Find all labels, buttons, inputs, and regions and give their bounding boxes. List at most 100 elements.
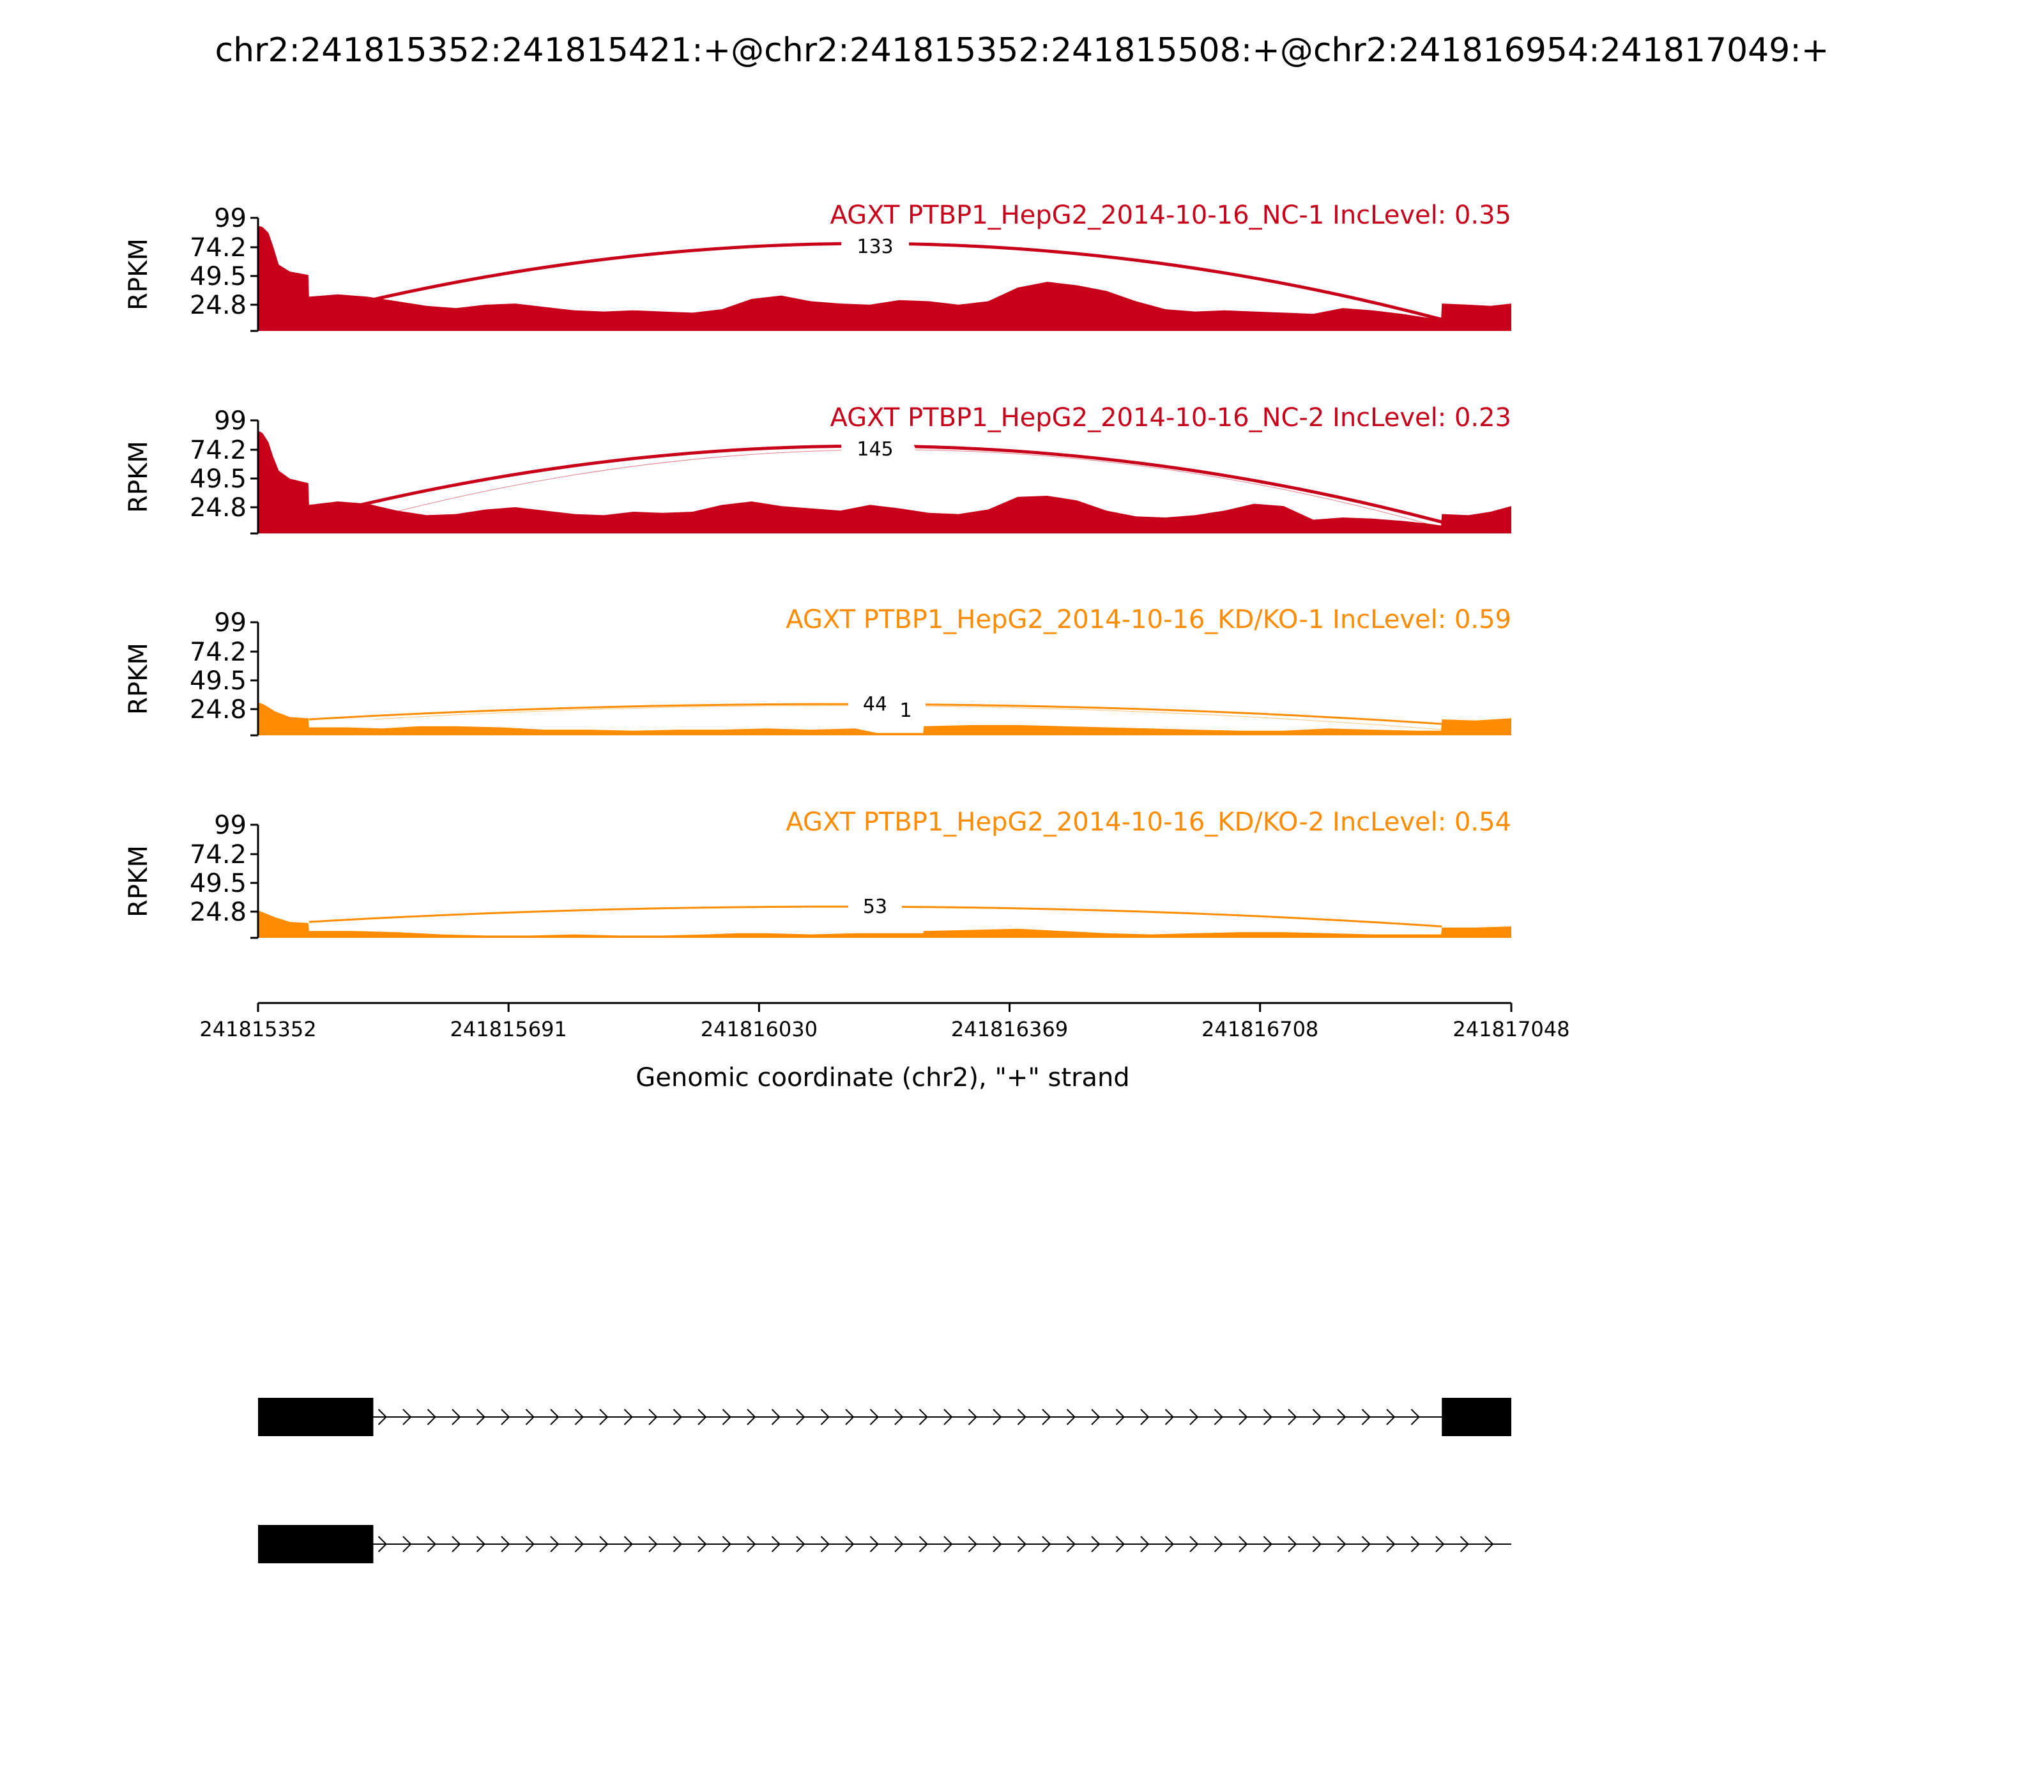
coverage-area (258, 431, 1511, 533)
track-title: AGXT PTBP1_HepG2_2014-10-16_KD/KO-1 IncL… (786, 605, 1511, 634)
strand-arrow (1140, 1536, 1150, 1552)
y-tick-label: 49.5 (190, 464, 247, 494)
strand-arrow (1312, 1409, 1322, 1425)
y-tick-label: 24.8 (190, 493, 247, 523)
strand-arrow (648, 1536, 658, 1552)
track-title: AGXT PTBP1_HepG2_2014-10-16_KD/KO-2 IncL… (786, 808, 1511, 837)
strand-arrow (623, 1409, 633, 1425)
strand-arrow (1115, 1536, 1125, 1552)
strand-arrow (1410, 1536, 1420, 1552)
x-tick-label: 241816369 (951, 1017, 1068, 1041)
strand-arrow (943, 1409, 953, 1425)
strand-arrow (574, 1536, 584, 1552)
strand-arrow (820, 1409, 830, 1425)
x-tick-label: 241815691 (450, 1017, 567, 1041)
junction-count-label: 44 (863, 693, 887, 716)
strand-arrow (869, 1409, 879, 1425)
junction-count-label: 133 (857, 236, 893, 258)
coverage-area (258, 910, 1511, 938)
y-tick-label: 24.8 (190, 291, 247, 320)
strand-arrow (427, 1409, 436, 1425)
coverage-area (258, 226, 1511, 331)
chart-title: chr2:241815352:241815421:+@chr2:24181535… (215, 31, 1829, 70)
strand-arrow (919, 1536, 928, 1552)
strand-arrow (452, 1536, 461, 1552)
x-tick-label: 241816030 (701, 1017, 818, 1041)
strand-arrow (1239, 1536, 1248, 1552)
track-title: AGXT PTBP1_HepG2_2014-10-16_NC-1 IncLeve… (830, 201, 1511, 230)
strand-arrow (1164, 1536, 1174, 1552)
strand-arrow (1460, 1536, 1469, 1552)
strand-arrow (796, 1536, 805, 1552)
strand-arrow (599, 1409, 609, 1425)
junction-label-box (848, 892, 902, 918)
y-tick-label: 74.2 (190, 840, 247, 869)
y-tick-label: 99 (214, 811, 247, 840)
y-axis-label: RPKM (124, 441, 153, 513)
strand-arrow (501, 1536, 510, 1552)
junction-count-label: 53 (863, 896, 887, 918)
strand-arrow (673, 1409, 682, 1425)
y-tick-label: 49.5 (190, 262, 247, 291)
strand-arrow (525, 1409, 535, 1425)
x-tick-label: 241816708 (1201, 1017, 1318, 1041)
junction-label-box (886, 696, 926, 722)
junction-label-box (896, 442, 915, 468)
strand-arrow (599, 1536, 609, 1552)
isoform-model-2 (258, 1525, 1511, 1563)
strand-arrow (1214, 1536, 1223, 1552)
x-tick-label: 241817048 (1453, 1017, 1569, 1041)
strand-arrow (1115, 1409, 1125, 1425)
strand-arrow (1017, 1409, 1026, 1425)
strand-arrow (1312, 1536, 1322, 1552)
strand-arrow (771, 1409, 781, 1425)
strand-arrow (1361, 1536, 1371, 1552)
strand-arrow (1288, 1409, 1297, 1425)
y-tick-label: 24.8 (190, 695, 247, 724)
strand-arrow (1091, 1409, 1101, 1425)
strand-arrow (1288, 1536, 1297, 1552)
x-axis-label: Genomic coordinate (chr2), "+" strand (636, 1063, 1129, 1092)
strand-arrow (747, 1536, 756, 1552)
exon-block (258, 1398, 374, 1436)
y-tick-label: 99 (214, 608, 247, 638)
strand-arrow (869, 1536, 879, 1552)
strand-arrow (820, 1536, 830, 1552)
strand-arrow (1386, 1536, 1396, 1552)
strand-arrow (919, 1409, 928, 1425)
strand-arrow (722, 1409, 731, 1425)
strand-arrow (771, 1536, 781, 1552)
strand-arrow (845, 1409, 855, 1425)
strand-arrow (845, 1536, 855, 1552)
coverage-area (258, 702, 1511, 735)
strand-arrow (894, 1409, 904, 1425)
exon-block (1442, 1398, 1511, 1436)
strand-arrow (623, 1536, 633, 1552)
strand-arrow (673, 1536, 682, 1552)
strand-arrow (1066, 1536, 1076, 1552)
strand-arrow (1140, 1409, 1150, 1425)
y-tick-label: 74.2 (190, 638, 247, 667)
y-axis-label: RPKM (124, 238, 153, 310)
strand-arrow (378, 1409, 387, 1425)
x-tick-label: 241815352 (199, 1017, 316, 1041)
strand-arrow (1164, 1409, 1174, 1425)
y-axis-label: RPKM (124, 845, 153, 917)
strand-arrow (1263, 1536, 1272, 1552)
strand-arrow (525, 1536, 535, 1552)
strand-arrow (476, 1409, 485, 1425)
strand-arrow (968, 1409, 977, 1425)
junction-count-label: 1 (899, 700, 911, 722)
y-tick-label: 99 (214, 406, 247, 436)
strand-arrow (968, 1536, 977, 1552)
strand-arrow (796, 1409, 805, 1425)
strand-arrow (1263, 1409, 1272, 1425)
strand-arrow (1042, 1536, 1051, 1552)
track-title: AGXT PTBP1_HepG2_2014-10-16_NC-2 IncLeve… (830, 403, 1511, 433)
strand-arrow (427, 1536, 436, 1552)
strand-arrow (402, 1536, 412, 1552)
strand-arrow (648, 1409, 658, 1425)
